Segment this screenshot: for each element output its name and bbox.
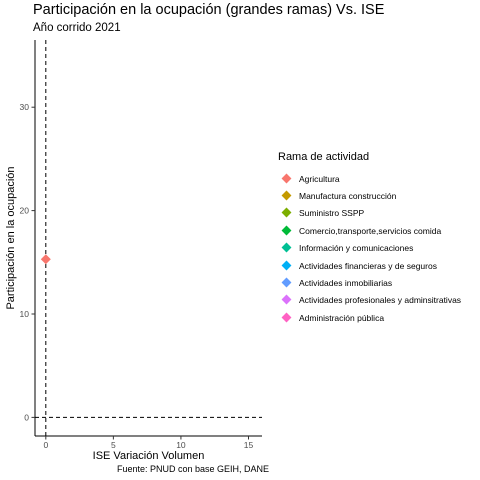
legend-diamond-icon xyxy=(281,225,292,236)
axes: 0 5 10 15 0 10 20 30 ISE Variación Volumen Partic… xyxy=(5,40,262,462)
legend: Rama de actividad Agricultura Manufactura… xyxy=(278,151,461,327)
legend-key xyxy=(278,257,296,274)
legend-item: Comercio,transporte,servicios comida xyxy=(278,222,461,239)
legend-diamond-icon xyxy=(281,277,292,288)
legend-key xyxy=(278,222,296,239)
y-tick-label: 0 xyxy=(24,412,29,422)
legend-label: Actividades profesionales y adminsitrati… xyxy=(299,295,462,306)
legend-label: Información y comunicaciones xyxy=(299,243,414,254)
chart-caption: Fuente: PNUD con base GEIH, DANE xyxy=(117,464,270,474)
legend-item: Suministro SSPP xyxy=(278,205,461,222)
legend-diamond-icon xyxy=(281,260,292,271)
legend-title: Rama de actividad xyxy=(278,151,370,163)
legend-label: Actividades inmobiliarias xyxy=(299,278,393,289)
legend-diamond-icon xyxy=(281,242,292,253)
legend-item: Actividades profesionales y adminsitrati… xyxy=(278,292,461,309)
y-tick-label: 20 xyxy=(20,206,30,216)
x-tick-label: 5 xyxy=(111,440,116,450)
legend-item: Agricultura xyxy=(278,170,461,187)
chart-title: Participación en la ocupación (grandes r… xyxy=(33,2,385,18)
legend-label: Actividades financieras y de seguros xyxy=(299,260,437,271)
legend-diamond-icon xyxy=(281,294,292,305)
legend-item: Actividades financieras y de seguros xyxy=(278,257,461,274)
y-axis-title: Participación en la ocupación xyxy=(5,166,17,309)
legend-key xyxy=(278,275,296,292)
legend-key xyxy=(278,170,296,187)
legend-key xyxy=(278,240,296,257)
legend-key xyxy=(278,309,296,326)
legend-diamond-icon xyxy=(281,312,292,323)
legend-item: Manufactura construcción xyxy=(278,187,461,204)
legend-diamond-icon xyxy=(281,208,292,218)
x-axis-title: ISE Variación Volumen xyxy=(93,450,205,462)
legend-item: Administración pública xyxy=(278,309,461,326)
legend-key xyxy=(278,292,296,309)
legend-label: Suministro SSPP xyxy=(299,208,365,219)
data-points xyxy=(40,254,51,265)
legend-diamond-icon xyxy=(281,190,292,201)
legend-item: Actividades inmobiliarias xyxy=(278,274,461,291)
legend-item: Información y comunicaciones xyxy=(278,240,461,257)
legend-key xyxy=(278,205,296,222)
legend-label: Comercio,transporte,servicios comida xyxy=(299,225,442,236)
x-tick-label: 0 xyxy=(43,440,48,450)
legend-label: Agricultura xyxy=(299,173,340,184)
y-tick-label: 10 xyxy=(20,309,30,319)
x-tick-label: 10 xyxy=(176,440,186,450)
legend-label: Manufactura construcción xyxy=(299,191,397,202)
x-tick-label: 15 xyxy=(244,440,254,450)
chart-subtitle: Año corrido 2021 xyxy=(33,22,121,34)
legend-key xyxy=(278,188,296,205)
data-point xyxy=(40,254,51,265)
legend-items: Agricultura Manufactura construcción Sumin… xyxy=(278,170,461,327)
legend-label: Administración pública xyxy=(299,312,385,323)
y-tick-label: 30 xyxy=(20,102,30,112)
legend-diamond-icon xyxy=(281,173,292,184)
